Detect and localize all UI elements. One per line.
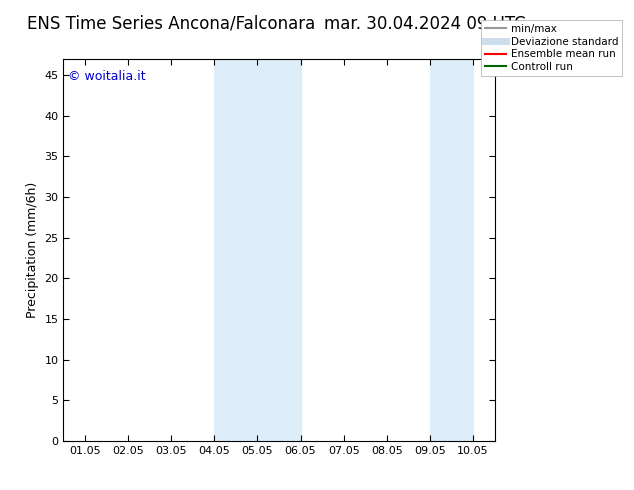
Legend: min/max, Deviazione standard, Ensemble mean run, Controll run: min/max, Deviazione standard, Ensemble m… xyxy=(481,20,623,76)
Bar xyxy=(214,59,257,441)
Bar xyxy=(257,59,301,441)
Text: mar. 30.04.2024 09 UTC: mar. 30.04.2024 09 UTC xyxy=(324,15,526,33)
Text: ENS Time Series Ancona/Falconara: ENS Time Series Ancona/Falconara xyxy=(27,15,315,33)
Text: © woitalia.it: © woitalia.it xyxy=(68,70,145,83)
Y-axis label: Precipitation (mm/6h): Precipitation (mm/6h) xyxy=(26,182,39,318)
Bar xyxy=(430,59,473,441)
